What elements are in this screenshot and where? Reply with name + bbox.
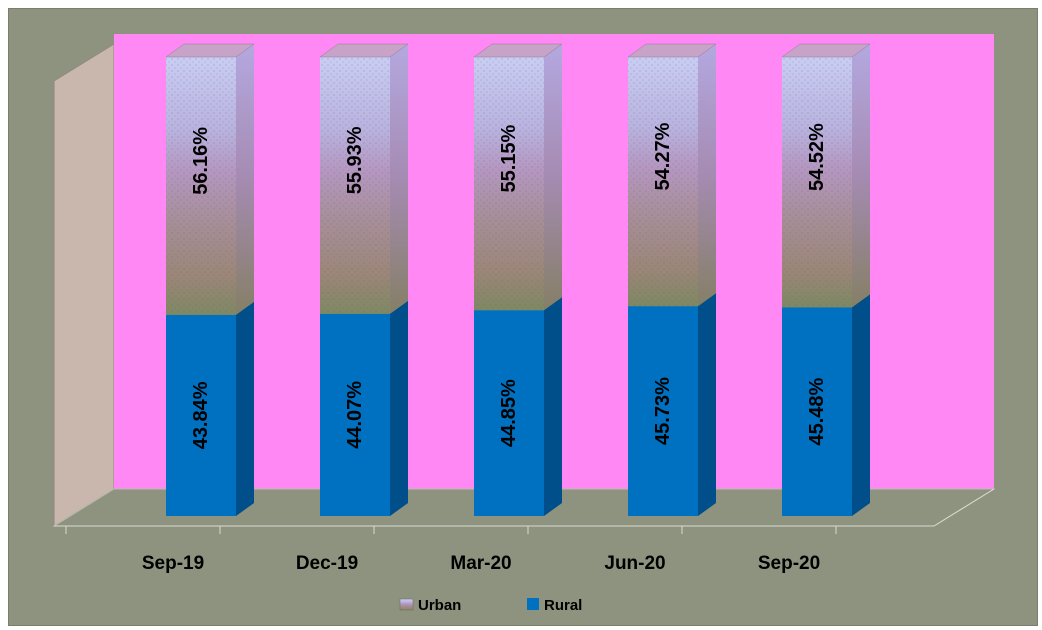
bar-urban-side (698, 44, 716, 307)
bar-rural (474, 310, 544, 516)
bar-urban-texture (474, 57, 544, 311)
x-tick-label: Sep-19 (142, 553, 204, 574)
bar-group (473, 43, 563, 516)
bar-urban-side (390, 44, 408, 314)
data-label-rural: 43.84% (190, 381, 212, 449)
bar-urban-texture (166, 57, 236, 315)
x-tick-label: Mar-20 (450, 553, 511, 574)
x-tick-label: Sep-20 (758, 553, 820, 574)
bar-rural-side (852, 294, 870, 516)
bar-rural-side (390, 300, 408, 516)
bar-rural-side (544, 297, 562, 516)
bar-urban-side (852, 44, 870, 308)
data-label-urban: 54.52% (806, 123, 828, 191)
legend-swatch-urban (399, 598, 414, 611)
labels: 43.84% 56.16% Sep-19 44.07% 55.93% Dec-19 44.8… (142, 122, 828, 574)
bars (165, 43, 871, 516)
data-label-urban: 56.16% (190, 127, 212, 195)
bar-group (781, 43, 871, 516)
bar-urban-top (165, 43, 255, 58)
legend-item-rural: Rural (527, 597, 582, 614)
bar-rural (628, 306, 698, 516)
side-wall (53, 43, 115, 527)
x-tick-label: Jun-20 (604, 553, 665, 574)
x-tick-label: Dec-19 (296, 553, 358, 574)
legend: Urban Rural (399, 597, 582, 614)
stacked-bar-chart: 43.84% 56.16% Sep-19 44.07% 55.93% Dec-19 44.8… (52, 34, 996, 614)
bar-urban-top (781, 43, 871, 58)
bar-group (319, 43, 409, 516)
data-label-urban: 55.15% (498, 124, 520, 192)
bar-urban-side (236, 44, 254, 315)
data-label-rural: 45.73% (652, 377, 674, 445)
bar-rural-side (698, 293, 716, 516)
chart-frame: 43.84% 56.16% Sep-19 44.07% 55.93% Dec-19 44.8… (8, 8, 1038, 626)
data-label-rural: 44.07% (344, 381, 366, 449)
bar-urban-texture (782, 57, 852, 308)
bar-group (627, 43, 717, 516)
bar-urban-top (473, 43, 563, 58)
bar-urban-texture (628, 57, 698, 307)
bar-urban-side (544, 44, 562, 311)
bar-rural (782, 307, 852, 516)
data-label-rural: 45.48% (806, 377, 828, 445)
legend-item-urban: Urban (399, 597, 461, 614)
data-label-urban: 55.93% (344, 126, 366, 194)
floor-edge (933, 488, 995, 527)
data-label-urban: 54.27% (652, 122, 674, 190)
bar-urban-top (319, 43, 409, 58)
bar-group (165, 43, 255, 516)
bar-rural (166, 314, 236, 516)
data-label-rural: 44.85% (498, 379, 520, 447)
bar-urban-texture (320, 57, 390, 314)
legend-label-urban: Urban (418, 597, 461, 614)
bar-rural (320, 313, 390, 516)
bar-rural-side (236, 301, 254, 516)
bar-urban-top (627, 43, 717, 58)
legend-label-rural: Rural (544, 597, 582, 614)
legend-swatch-rural (527, 598, 539, 610)
